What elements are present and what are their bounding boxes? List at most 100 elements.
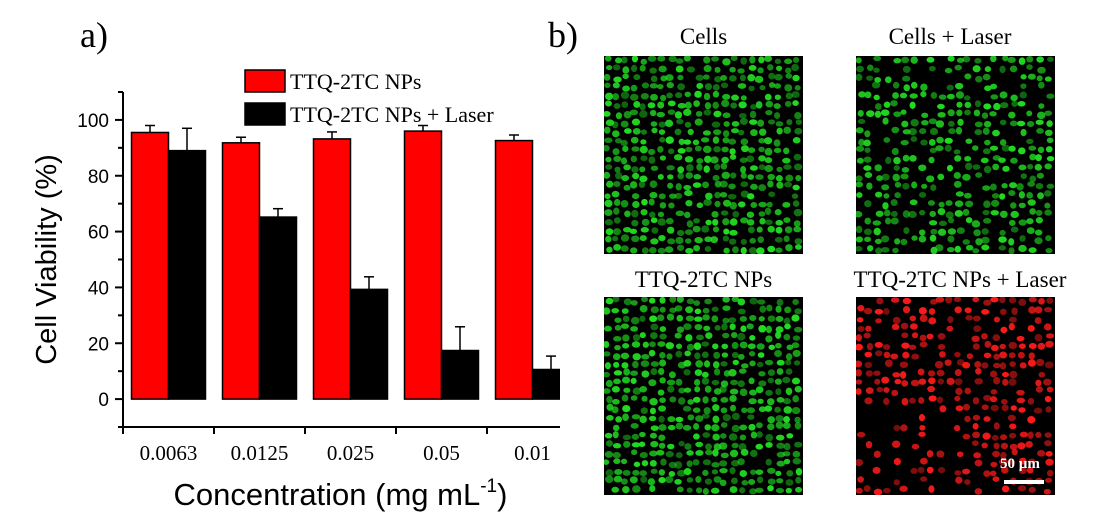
cell-dot <box>746 211 755 218</box>
cell-dot <box>739 487 746 494</box>
cell-dot <box>1036 75 1043 82</box>
cell-dot <box>936 136 944 144</box>
cell-dot <box>1035 431 1042 439</box>
cell-dot <box>650 368 658 376</box>
cell-dot <box>606 395 613 404</box>
cell-dot <box>678 440 685 447</box>
cell-dot <box>630 326 638 332</box>
cell-dot <box>1019 457 1027 465</box>
cell-dot <box>631 209 639 218</box>
cell-dot <box>682 424 692 431</box>
cell-dot <box>731 341 739 350</box>
cell-dot <box>856 388 862 395</box>
cell-dot <box>983 416 991 422</box>
cell-dot <box>664 246 674 253</box>
cell-dot <box>705 332 713 339</box>
cell-dot <box>1008 238 1015 246</box>
cell-dot <box>929 210 937 217</box>
cell-dot <box>1035 379 1042 387</box>
cell-dot <box>874 378 881 385</box>
cell-dot <box>962 173 971 181</box>
cell-dot <box>649 109 657 117</box>
cell-dot <box>1001 485 1010 493</box>
cell-dot <box>1044 395 1052 403</box>
cell-dot <box>999 297 1006 304</box>
cell-dot <box>765 109 773 116</box>
cell-dot <box>674 192 683 200</box>
cell-dot <box>1046 93 1055 99</box>
cell-dot <box>712 433 720 441</box>
cell-dot <box>990 56 997 63</box>
cell-dot <box>901 56 910 64</box>
cell-dot <box>739 424 748 431</box>
cell-dot <box>856 317 864 323</box>
cell-dot <box>785 67 792 74</box>
cell-dot <box>946 93 955 100</box>
cell-dot <box>1000 434 1008 441</box>
cell-dot <box>704 478 713 485</box>
cell-dot <box>1020 83 1027 90</box>
cell-dot <box>920 83 928 91</box>
cell-dot <box>954 368 962 377</box>
cell-dot <box>785 368 793 375</box>
cell-dot <box>782 376 791 384</box>
cell-dot <box>998 458 1008 466</box>
cell-dot <box>739 157 748 163</box>
cell-dot <box>983 120 992 128</box>
cell-dot <box>954 155 962 162</box>
cell-dot <box>731 120 740 127</box>
cell-dot <box>740 57 748 65</box>
cell-dot <box>993 442 1000 450</box>
cell-dot <box>856 360 863 368</box>
cell-dot <box>795 476 802 484</box>
cell-dot <box>632 128 641 135</box>
cell-dot <box>982 148 991 155</box>
cell-dot <box>793 208 803 217</box>
cell-dot <box>1026 466 1034 474</box>
cell-dot <box>764 359 774 366</box>
cell-dot <box>649 83 658 89</box>
x-tick-label: 0.0063 <box>140 441 198 465</box>
cell-dot <box>934 360 944 369</box>
cell-dot <box>935 120 945 128</box>
cell-dot <box>876 297 884 305</box>
cell-dot <box>737 332 746 341</box>
cell-dot <box>747 226 755 234</box>
cell-dot <box>1018 219 1027 226</box>
cell-dot <box>766 304 773 312</box>
cell-dot <box>614 317 622 323</box>
cell-dot <box>856 73 863 81</box>
cell-dot <box>620 91 630 99</box>
cell-dot <box>1008 352 1016 359</box>
cell-dot <box>1007 458 1015 465</box>
cell-dot <box>604 199 613 208</box>
cell-dot <box>728 369 737 377</box>
cell-dot <box>1043 323 1052 331</box>
cell-dot <box>701 413 710 419</box>
cell-dot <box>793 360 801 366</box>
cell-dot <box>910 467 918 475</box>
cell-dot <box>722 93 731 100</box>
cell-dot <box>621 308 629 314</box>
cell-dot <box>622 315 630 323</box>
cell-dot <box>747 73 756 82</box>
cell-dot <box>1045 477 1053 483</box>
cell-dot <box>701 225 710 233</box>
cell-dot <box>919 424 926 431</box>
cell-dot <box>954 351 961 358</box>
cell-dot <box>783 415 790 423</box>
cell-dot <box>972 65 981 73</box>
cell-dot <box>953 297 962 303</box>
cell-dot <box>758 184 767 192</box>
cell-dot <box>993 316 1000 323</box>
cell-dot <box>748 247 758 254</box>
cell-dot <box>791 342 800 349</box>
cell-dot <box>713 388 722 395</box>
cell-dot <box>1044 209 1052 216</box>
cell-dot <box>764 405 773 412</box>
cell-dot <box>701 371 709 378</box>
cell-dot <box>615 171 623 180</box>
cell-dot <box>917 368 925 376</box>
cell-dot <box>983 470 991 478</box>
cell-dot <box>684 101 692 109</box>
